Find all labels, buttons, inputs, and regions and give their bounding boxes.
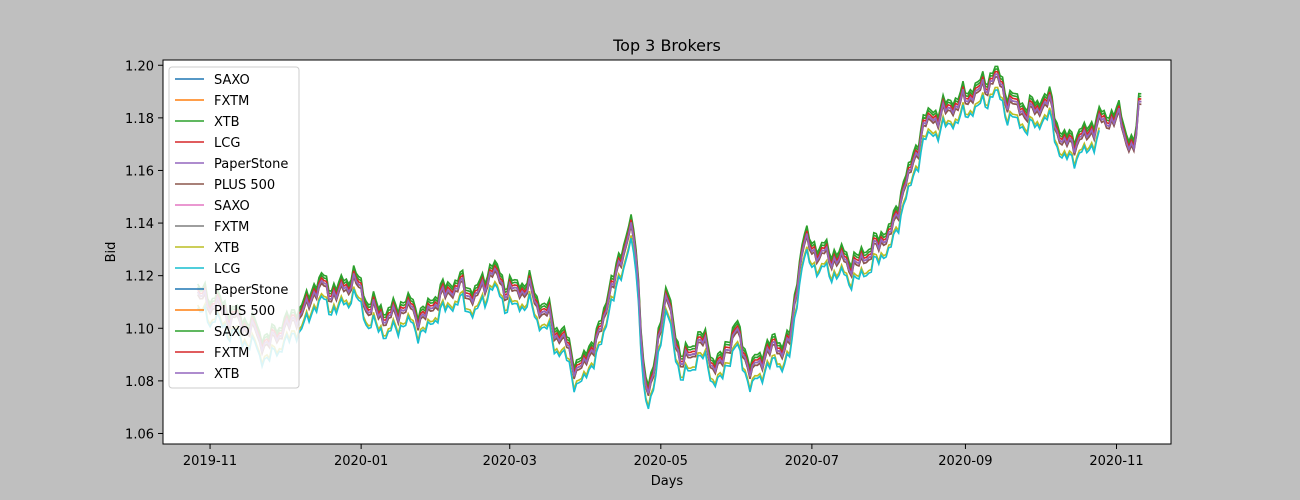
plot-area: [163, 60, 1171, 444]
y-tick-label: 1.06: [125, 427, 154, 442]
series-lines: [197, 65, 1142, 410]
plot-frame: [162, 59, 1172, 445]
y-tick-label: 1.18: [125, 112, 154, 127]
legend-label: FXTM: [214, 346, 249, 361]
legend-label: LCG: [214, 262, 240, 277]
legend-label: PaperStone: [214, 157, 288, 172]
chart-title: Top 3 Brokers: [612, 36, 721, 55]
legend-label: SAXO: [214, 199, 250, 214]
x-tick-label: 2020-07: [785, 454, 839, 469]
legend-label: PaperStone: [214, 283, 288, 298]
legend-label: XTB: [214, 241, 240, 256]
series-line-9: [197, 89, 1100, 410]
y-tick-label: 1.08: [125, 375, 154, 390]
legend-label: SAXO: [214, 325, 250, 340]
legend-label: FXTM: [214, 94, 249, 109]
y-axis: 1.06 1.08 1.10 1.12 1.14 1.16 1.18 1.20: [125, 59, 163, 442]
legend-label: PLUS 500: [214, 304, 275, 319]
y-tick-label: 1.14: [125, 217, 154, 232]
x-tick-label: 2019-11: [183, 454, 237, 469]
y-tick-label: 1.20: [125, 59, 154, 74]
x-axis: 2019-11 2020-01 2020-03 2020-05 2020-07 2020-…: [183, 444, 1144, 469]
legend-label: XTB: [214, 367, 240, 382]
series-line-12: [197, 65, 1142, 386]
y-axis-title: Bid: [104, 242, 119, 263]
x-tick-label: 2020-11: [1089, 454, 1143, 469]
x-tick-label: 2020-01: [334, 454, 388, 469]
legend-label: LCG: [214, 136, 240, 151]
x-axis-title: Days: [651, 474, 684, 489]
series-line-14: [197, 73, 1142, 394]
legend-label: XTB: [214, 115, 240, 130]
y-tick-label: 1.10: [125, 322, 154, 337]
x-tick-label: 2020-05: [634, 454, 688, 469]
y-tick-label: 1.12: [125, 270, 154, 285]
legend-label: SAXO: [214, 73, 250, 88]
legend: SAXO FXTM XTB LCG PaperStone PLUS 500 SAXO FXTM…: [168, 66, 300, 389]
legend-box: [168, 66, 300, 389]
legend-label: PLUS 500: [214, 178, 275, 193]
legend-label: FXTM: [214, 220, 249, 235]
y-tick-label: 1.16: [125, 164, 154, 179]
x-tick-label: 2020-03: [483, 454, 537, 469]
x-tick-label: 2020-09: [938, 454, 992, 469]
